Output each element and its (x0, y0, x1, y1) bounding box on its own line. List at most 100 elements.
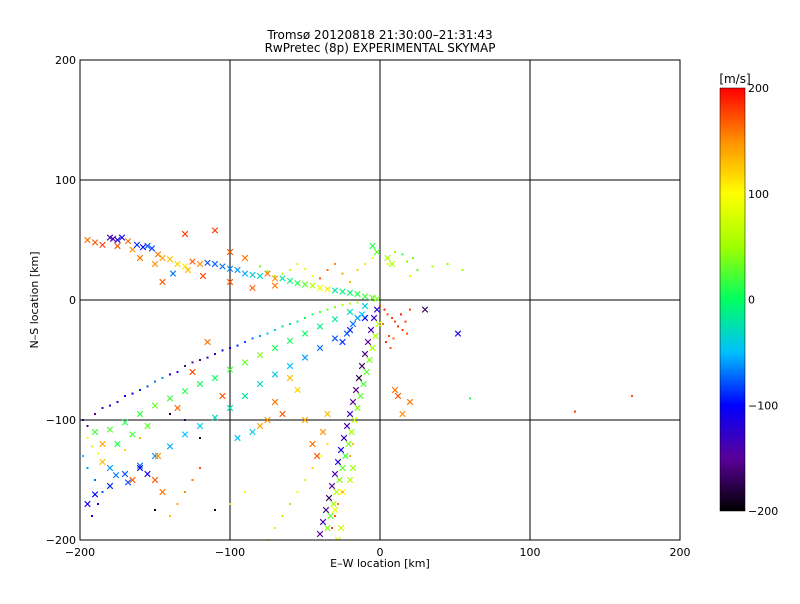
data-point-dot (349, 455, 351, 457)
data-point-dot (131, 392, 134, 395)
data-point-x (166, 395, 174, 402)
colorbar-tick-label: −100 (748, 399, 778, 412)
data-point-dot (94, 479, 96, 481)
data-point-x (154, 251, 162, 258)
data-point-dot (266, 332, 269, 335)
data-point-dot (326, 269, 329, 271)
data-point-dot (97, 452, 99, 455)
data-point-dot (274, 329, 276, 331)
data-point-x (99, 241, 106, 248)
data-point-dot (304, 479, 306, 481)
data-point-x (328, 482, 336, 490)
data-point-x (349, 320, 357, 328)
data-point-x (351, 416, 358, 424)
data-point-x (324, 524, 331, 532)
data-point-x (355, 374, 363, 382)
data-point-x (361, 293, 369, 300)
data-point-dot (397, 325, 399, 328)
data-point-dot (446, 263, 449, 265)
data-point-x (181, 388, 189, 395)
data-point-x (354, 290, 361, 298)
data-point-x (241, 270, 249, 277)
data-point-x (148, 245, 156, 252)
x-tick-label: 200 (670, 546, 691, 559)
colorbar-ticks: 200 100 0 −100 −200 (748, 82, 778, 518)
data-point-x (159, 278, 166, 286)
data-point-x (361, 302, 369, 310)
data-point-dot (229, 503, 231, 505)
data-point-dot (349, 281, 351, 283)
colorbar (719, 87, 746, 512)
data-point-dot (389, 347, 392, 349)
data-point-x (337, 524, 345, 532)
data-point-dot (244, 341, 246, 343)
data-point-x (84, 236, 91, 244)
data-point-x (339, 464, 346, 472)
data-point-x (114, 236, 121, 244)
data-point-dot (334, 515, 336, 517)
data-point-x (114, 242, 121, 250)
data-point-x (316, 344, 324, 352)
data-point-x (331, 470, 339, 478)
data-point-x (349, 464, 357, 472)
x-axis-ticks: −200 −100 0 100 200 (65, 546, 691, 559)
data-point-x (133, 241, 141, 248)
data-point-dot (206, 356, 209, 359)
data-point-x (181, 431, 189, 438)
data-point-x (139, 244, 147, 251)
data-point-dot (400, 313, 402, 316)
data-point-dot (304, 267, 306, 270)
data-point-dot (161, 377, 164, 379)
data-point-x (211, 414, 219, 421)
data-point-x (336, 476, 343, 484)
data-point-x (151, 402, 159, 409)
plot-frame (79, 59, 681, 541)
data-point-x (361, 350, 369, 358)
data-point-x (256, 422, 264, 430)
data-point-dot (341, 303, 344, 306)
data-point-dot (154, 380, 156, 383)
data-point-x (286, 362, 294, 370)
data-point-x (354, 404, 361, 412)
data-point-x (454, 330, 462, 337)
data-point-x (256, 380, 264, 388)
data-point-x (330, 500, 337, 508)
data-point-x (319, 518, 327, 526)
data-point-dot (184, 365, 186, 367)
data-point-x (226, 278, 234, 286)
data-point-x (286, 337, 294, 344)
data-point-x (316, 284, 324, 292)
data-point-x (369, 242, 376, 250)
data-point-x (339, 338, 346, 346)
data-point-x (373, 248, 381, 256)
data-point-x (204, 259, 211, 266)
data-point-x (345, 440, 352, 448)
data-point-dot (383, 308, 386, 311)
data-point-dot (296, 320, 299, 323)
data-point-x (174, 404, 181, 412)
data-point-x (241, 254, 249, 262)
data-point-x (264, 416, 271, 424)
data-point-x (189, 258, 196, 265)
data-point-dot (334, 306, 336, 309)
data-point-x (331, 287, 339, 294)
data-point-dot (274, 527, 276, 529)
data-point-dot (371, 257, 374, 259)
data-point-x (372, 332, 379, 340)
data-point-x (174, 260, 181, 268)
y-tick-label: 200 (55, 54, 76, 67)
data-point-x (196, 422, 204, 430)
data-point-dot (281, 272, 284, 275)
y-axis-ticks: −200 −100 0 100 200 (46, 54, 76, 547)
data-point-x (219, 392, 226, 400)
data-point-dot (319, 311, 321, 313)
data-point-dot (394, 251, 396, 253)
data-point-x (373, 306, 381, 313)
y-tick-label: −200 (46, 534, 76, 547)
data-point-x (196, 380, 204, 388)
data-point-x (346, 410, 354, 418)
data-point-x (354, 314, 361, 322)
data-point-x (91, 239, 99, 246)
data-point-dot (169, 515, 171, 517)
data-point-x (279, 275, 286, 282)
